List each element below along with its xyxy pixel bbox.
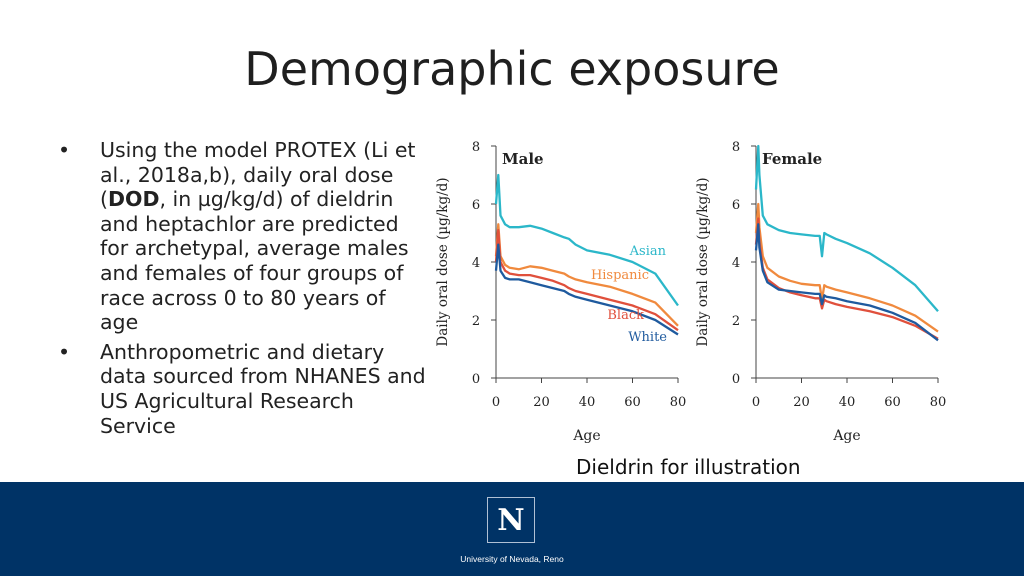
slide-title: Demographic exposure xyxy=(244,42,780,96)
university-name: University of Nevada, Reno xyxy=(460,554,564,564)
y-tick-label: 4 xyxy=(732,256,740,271)
panel-title: Male xyxy=(502,150,544,168)
series-line-white xyxy=(754,223,939,342)
y-tick-label: 8 xyxy=(472,140,480,155)
y-tick-label: 0 xyxy=(732,372,740,387)
bullet-item: • Anthropometric and dietary data source… xyxy=(56,340,426,438)
charts-area: 0 2 4 6 8 0 20 40 60 80 Asian Hispanic Black White Mal… xyxy=(430,128,960,453)
series-line-hispanic xyxy=(754,202,939,333)
logo-letter: N xyxy=(497,502,525,538)
bullet-marker: • xyxy=(58,339,71,364)
x-axis-label: Age xyxy=(572,428,600,444)
x-tick-label: 80 xyxy=(670,395,687,410)
series-label-hispanic: Hispanic xyxy=(591,268,649,283)
y-tick-label: 8 xyxy=(732,140,740,155)
x-tick-label: 60 xyxy=(884,395,901,410)
series-line-asian xyxy=(754,144,939,313)
x-tick-label: 40 xyxy=(839,395,856,410)
x-tick-label: 20 xyxy=(533,395,550,410)
x-tick-label: 40 xyxy=(579,395,596,410)
series-line-black xyxy=(494,228,679,332)
y-tick-label: 2 xyxy=(472,314,480,329)
university-logo: N xyxy=(487,497,535,543)
bullet-list: • Using the model PROTEX (Li et al., 201… xyxy=(56,138,426,443)
x-tick-label: 0 xyxy=(492,395,500,410)
y-axis-label: Daily oral dose (µg/kg/d) xyxy=(695,177,711,346)
bullet-bold-text: DOD xyxy=(108,187,160,212)
footer-bar: N University of Nevada, Reno xyxy=(0,482,1024,576)
series-line-hispanic xyxy=(494,223,679,327)
y-axis-label: Daily oral dose (µg/kg/d) xyxy=(435,177,451,346)
y-tick-label: 4 xyxy=(472,256,480,271)
x-tick-label: 60 xyxy=(624,395,641,410)
y-tick-label: 0 xyxy=(472,372,480,387)
y-tick-label: 6 xyxy=(732,198,740,213)
bullet-item: • Using the model PROTEX (Li et al., 201… xyxy=(56,138,426,335)
y-tick-label: 2 xyxy=(732,314,740,329)
series-label-asian: Asian xyxy=(629,244,667,259)
panel-title: Female xyxy=(762,150,822,168)
chart-caption: Dieldrin for illustration xyxy=(576,455,801,479)
y-tick-label: 6 xyxy=(472,198,480,213)
bullet-text: Using the model PROTEX (Li et al., 2018a… xyxy=(100,138,416,212)
x-axis-label: Age xyxy=(832,428,860,444)
x-tick-label: 20 xyxy=(793,395,810,410)
bullet-marker: • xyxy=(58,138,71,162)
series-label-black: Black xyxy=(607,308,644,323)
series-label-white: White xyxy=(628,330,667,345)
bullet-text: , in µg/kg/d) of dieldrin and heptachlor… xyxy=(100,187,409,335)
series-line-white xyxy=(494,243,679,336)
x-tick-label: 80 xyxy=(930,395,947,410)
bullet-text: Anthropometric and dietary data sourced … xyxy=(100,339,426,438)
series-line-asian xyxy=(494,173,679,307)
x-tick-label: 0 xyxy=(752,395,760,410)
